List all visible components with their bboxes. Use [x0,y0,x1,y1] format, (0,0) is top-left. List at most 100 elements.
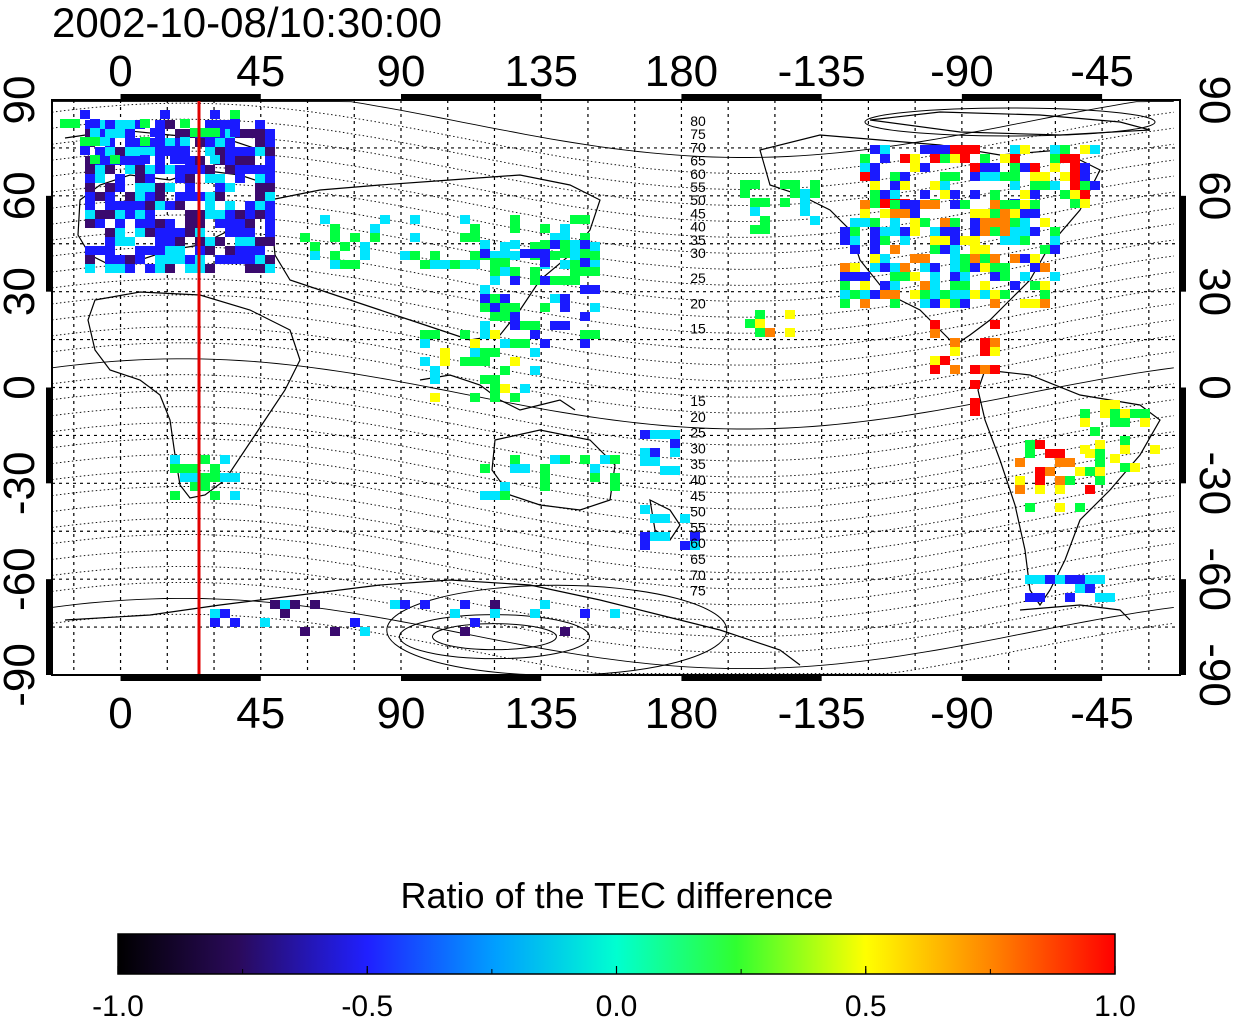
tec-cell [910,290,920,299]
tec-cell [470,233,480,242]
tec-cell [95,219,105,228]
tec-cell [210,110,220,119]
contour-label: 25 [690,270,706,286]
tec-cell [880,209,890,218]
tec-cell [960,154,970,163]
tec-cell [1120,418,1130,427]
tec-cell [225,165,235,174]
tec-cell [1020,254,1030,263]
tec-cell [360,242,370,251]
tec-cell [155,237,165,246]
tec-cell [900,236,910,245]
tec-cell [145,228,155,237]
tec-cell [1055,503,1065,512]
tec-cell [890,218,900,227]
tec-cell [145,174,155,183]
tec-cell [265,138,275,147]
tec-cell [870,263,880,272]
tec-cell [255,174,265,183]
tec-cell [500,242,510,251]
tec-cell [90,119,100,128]
tec-cell [430,260,440,269]
tec-cell [680,541,690,550]
tec-cell [175,174,185,183]
tec-cell [235,147,245,156]
tec-cell [155,201,165,210]
tec-cell [580,233,590,242]
tec-cell [990,338,1000,347]
tec-cell [215,147,225,156]
tec-cell [155,165,165,174]
tec-cell [245,237,255,246]
tec-cell [810,216,820,225]
tec-cell [135,174,145,183]
tec-cell [220,609,230,618]
tec-cell [215,120,225,129]
tec-cell [330,627,340,636]
tec-cell [105,201,115,210]
tec-cell [920,263,930,272]
tec-cell [205,165,215,174]
tec-cell [175,192,185,201]
left-lat-label: -90 [0,643,44,707]
tec-cell [1010,145,1020,154]
frame-tick-bars [46,94,1186,681]
tec-cell [950,254,960,263]
tec-cell [870,218,880,227]
tec-cell [510,312,520,321]
tec-cell [265,219,275,228]
coastline-antarctic-peninsula [1019,604,1131,621]
mag-contour [52,597,1174,670]
tec-cell [970,145,980,154]
tec-cell [1075,575,1085,584]
tec-cell [215,174,225,183]
tec-cell [245,210,255,219]
coastline-southeast-asia [419,374,576,411]
tec-cell [215,210,225,219]
tec-cell [610,482,620,491]
tec-cell [860,299,870,308]
tec-cell [650,532,660,541]
tec-cell [235,255,245,264]
tec-cell [200,128,210,137]
tec-cell [265,174,275,183]
tec-cell [85,201,95,210]
tec-cell [105,165,115,174]
tec-cell [265,192,275,201]
tec-cell [255,183,265,192]
tec-cell [510,224,520,233]
tec-cell [85,219,95,228]
tec-cell [255,255,265,264]
tec-cell [580,339,590,348]
tec-cell [160,146,170,155]
tec-cell [960,145,970,154]
tec-cell [225,219,235,228]
tec-cell [85,192,95,201]
tec-cell [80,110,90,119]
tec-cell [440,357,450,366]
tec-cell [1030,172,1040,181]
top-lon-label: -135 [778,47,866,96]
tec-cell [470,339,480,348]
tec-cell [930,145,940,154]
tec-cell [85,183,95,192]
tec-cell [930,236,940,245]
frame-tick-bar [120,675,261,681]
tec-cell [1075,503,1085,512]
tec-cell [180,155,190,164]
tec-cell [175,201,185,210]
frame-tick-bar [961,94,1103,100]
tec-cell [520,321,530,330]
tec-cell [580,285,590,294]
tec-cell [1070,154,1080,163]
left-lat-label: 60 [0,171,44,220]
tec-cell [560,233,570,242]
tec-cell [1105,593,1115,602]
tec-cell [370,233,380,242]
tec-cell [235,210,245,219]
tec-cell [910,154,920,163]
tec-cell [115,120,125,129]
tec-cell [165,264,175,273]
